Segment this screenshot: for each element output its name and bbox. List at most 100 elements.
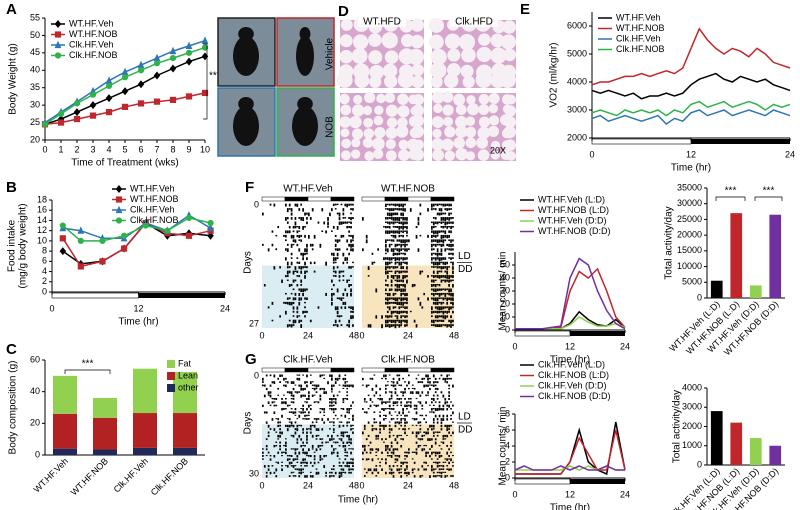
activity <box>350 221 352 224</box>
activity <box>427 431 429 435</box>
activity <box>448 203 450 207</box>
annotation: *** <box>725 186 737 197</box>
activity <box>386 381 389 383</box>
activity <box>436 421 439 424</box>
activity <box>290 381 293 384</box>
activity <box>394 292 397 295</box>
activity <box>279 444 281 448</box>
activity <box>383 374 385 378</box>
activity <box>419 301 422 306</box>
activity <box>306 438 308 441</box>
activity <box>394 461 397 464</box>
activity <box>442 212 445 215</box>
activity <box>417 468 420 471</box>
activity <box>452 319 454 323</box>
activity <box>269 394 272 398</box>
activity <box>423 377 426 380</box>
annotation: *** <box>82 359 94 370</box>
activity <box>281 408 283 411</box>
activity <box>388 431 391 434</box>
activity <box>332 225 335 229</box>
adipocyte <box>476 136 489 149</box>
activity <box>262 212 264 216</box>
activity <box>446 292 449 295</box>
legend-label: WT.HF.NOB <box>616 23 665 33</box>
activity <box>350 284 352 287</box>
activity <box>392 275 395 280</box>
activity <box>442 441 445 445</box>
activity <box>432 451 435 454</box>
activity <box>442 217 445 221</box>
activity <box>300 252 303 256</box>
activity <box>292 471 295 473</box>
activity <box>385 261 387 266</box>
activity <box>448 404 450 408</box>
adipocyte <box>465 126 477 138</box>
activity <box>342 468 345 471</box>
activity <box>344 397 347 400</box>
activity <box>304 414 306 417</box>
activity <box>338 279 341 282</box>
panel-label: A <box>6 1 17 18</box>
activity <box>367 275 370 277</box>
activity <box>288 391 291 394</box>
activity <box>344 221 347 224</box>
activity <box>386 275 389 279</box>
activity <box>294 475 297 477</box>
activity <box>436 212 439 216</box>
activity <box>317 471 320 475</box>
activity <box>390 444 393 448</box>
activity <box>406 421 408 424</box>
activity <box>415 324 418 328</box>
activity <box>434 468 437 470</box>
adipocyte <box>443 116 454 127</box>
activity <box>363 424 366 428</box>
activity <box>371 458 374 462</box>
activity <box>298 319 301 324</box>
activity <box>392 306 395 309</box>
activity <box>304 266 306 268</box>
activity <box>277 377 280 380</box>
activity <box>396 414 399 417</box>
activity <box>317 428 320 432</box>
activity <box>446 324 449 328</box>
activity <box>431 397 433 400</box>
activity <box>350 239 352 243</box>
activity <box>444 310 447 313</box>
activity <box>431 243 433 248</box>
activity <box>331 301 333 306</box>
activity <box>309 261 312 265</box>
activity <box>325 261 327 266</box>
activity <box>285 438 287 440</box>
bar-segment <box>53 413 77 449</box>
activity <box>440 408 443 411</box>
marker <box>89 91 97 98</box>
activity <box>290 284 293 287</box>
activity <box>332 203 335 206</box>
activity <box>394 324 397 329</box>
activity <box>285 234 287 238</box>
activity <box>262 404 264 407</box>
activity <box>436 297 439 302</box>
activity <box>294 408 297 411</box>
activity <box>404 421 406 424</box>
activity <box>275 468 278 472</box>
activity <box>440 421 443 424</box>
legend-label: Clk.HF.Veh (L:D) <box>538 359 605 369</box>
activity <box>394 208 397 210</box>
activity <box>404 431 406 435</box>
activity <box>394 284 397 287</box>
activity <box>390 310 393 315</box>
activity <box>415 424 418 427</box>
activity <box>388 324 391 328</box>
activity <box>267 434 270 437</box>
activity <box>400 292 403 297</box>
activity <box>450 377 452 380</box>
activity <box>285 292 287 295</box>
adipocyte <box>432 128 442 139</box>
activity <box>262 458 264 460</box>
activity <box>404 292 406 297</box>
activity <box>404 424 406 427</box>
activity <box>421 377 424 380</box>
activity <box>394 212 397 216</box>
